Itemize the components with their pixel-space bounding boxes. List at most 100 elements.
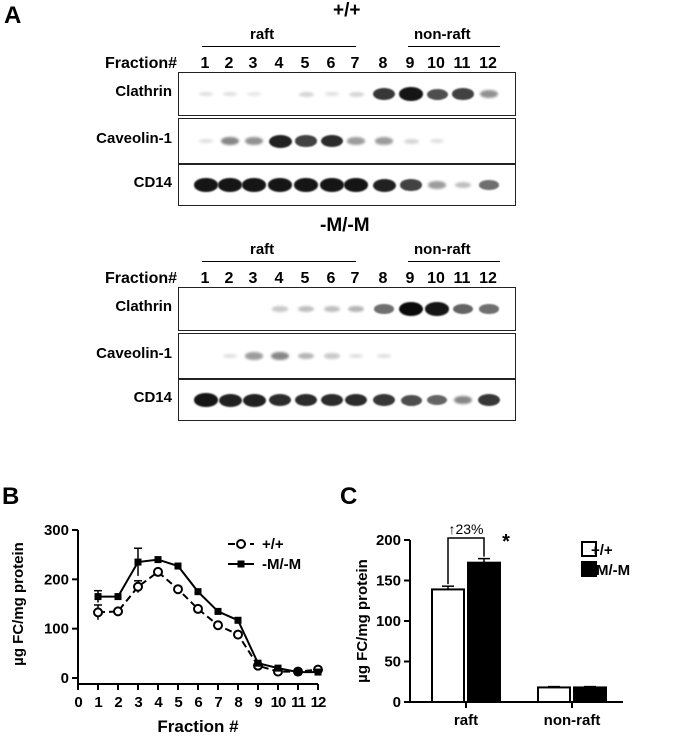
x-tick-label: 12: [311, 694, 326, 711]
data-point: [133, 581, 143, 592]
data-point: [213, 620, 223, 631]
blot-band: [324, 91, 340, 97]
y-tick-label: 200: [376, 532, 401, 549]
x-tick-label: 1: [94, 694, 102, 711]
x-tick-label: 8: [234, 694, 242, 711]
blot-band: [245, 137, 263, 145]
non-raft-bracket-line: [408, 46, 500, 47]
fraction-label: Fraction#: [105, 270, 178, 287]
blot-band: [268, 178, 292, 192]
y-tick-label: 100: [376, 613, 401, 630]
x-tick-label: non-raft: [544, 712, 601, 729]
blot-band: [194, 393, 218, 407]
legend-swatch: [581, 541, 597, 557]
blot-band: [270, 351, 290, 361]
blot-label-cd14: CD14: [133, 174, 172, 191]
blot-band: [374, 304, 394, 314]
blot-band: [344, 178, 368, 192]
legend-label: +/+: [591, 542, 613, 559]
fraction-number: 2: [224, 55, 234, 72]
fraction-number: 6: [326, 270, 336, 287]
data-point: [134, 558, 142, 566]
x-tick-label: 10: [271, 694, 286, 711]
x-tick-label: 6: [194, 694, 202, 711]
blot-band: [246, 91, 262, 97]
data-point: [274, 664, 282, 672]
legend-marker: [237, 560, 245, 568]
legend-swatch: [581, 561, 597, 577]
blot-band: [268, 393, 292, 407]
legend-marker: [236, 539, 246, 549]
x-tick-label: 4: [154, 694, 163, 711]
non-raft-label: non-raft: [414, 241, 471, 258]
blot-band: [453, 395, 473, 405]
blot-band: [429, 138, 445, 144]
bar: [467, 561, 501, 704]
blot-band: [452, 88, 474, 100]
fraction-number: 5: [300, 270, 310, 287]
blot-band: [479, 180, 499, 190]
x-tick-label: 9: [254, 694, 262, 711]
fraction-number: 1: [200, 55, 210, 72]
blot-label-cd14: CD14: [133, 389, 172, 406]
genotype-label: -M/-M: [320, 215, 370, 236]
fraction-number: 3: [248, 55, 258, 72]
fraction-number: 9: [405, 55, 415, 72]
fraction-number: 6: [326, 55, 336, 72]
data-point: [314, 668, 322, 676]
panel-b-letter: B: [2, 483, 20, 510]
blot-band: [320, 134, 344, 148]
fraction-number: 7: [350, 55, 360, 72]
blot-image-caveolin-1: [178, 118, 516, 164]
blot-band: [403, 138, 419, 144]
blot-band: [294, 393, 318, 407]
x-tick-label: 11: [291, 694, 306, 711]
fraction-number: 9: [405, 270, 415, 287]
fraction-number: 8: [378, 270, 388, 287]
blot-band: [453, 304, 473, 314]
fraction-number: 11: [453, 270, 471, 287]
panel-a-letter: A: [4, 2, 22, 29]
fraction-number: 10: [427, 55, 445, 72]
data-point: [254, 659, 262, 667]
blot-band: [268, 134, 292, 148]
blot-label-clathrin: Clathrin: [115, 298, 172, 315]
blot-band: [399, 302, 423, 316]
blot-image-clathrin: [178, 287, 516, 331]
blot-band: [222, 91, 238, 97]
legend-label: -M/-M: [591, 562, 630, 579]
data-point: [174, 562, 182, 570]
data-point: [153, 566, 163, 577]
blot-band: [297, 352, 315, 360]
blot-band: [198, 91, 214, 97]
y-tick-label: 300: [44, 522, 69, 539]
blot-band: [455, 182, 471, 188]
legend-label: -M/-M: [262, 556, 301, 573]
data-point: [114, 593, 122, 601]
blot-band: [347, 137, 365, 145]
blot-image-caveolin-1: [178, 333, 516, 379]
blot-image-clathrin: [178, 72, 516, 116]
fraction-label: Fraction#: [105, 55, 178, 72]
blot-band: [428, 181, 446, 189]
blot-band: [295, 135, 317, 147]
panel-c-letter: C: [340, 483, 358, 510]
blot-label-caveolin-1: Caveolin-1: [96, 345, 172, 362]
blot-band: [324, 306, 340, 312]
blot-band: [348, 353, 364, 359]
fraction-number: 4: [274, 270, 284, 287]
blot-band: [194, 178, 218, 192]
fraction-number: 1: [200, 270, 210, 287]
blot-band: [376, 353, 392, 359]
non-raft-label: non-raft: [414, 26, 471, 43]
blot-band: [298, 306, 314, 312]
y-axis-label: µg FC/mg protein: [354, 559, 371, 683]
x-tick-label: raft: [454, 712, 478, 729]
blot-band: [218, 178, 242, 192]
blot-band: [218, 393, 242, 407]
legend-label: +/+: [262, 536, 284, 553]
blot-label-clathrin: Clathrin: [115, 83, 172, 100]
genotype-label: +/+: [333, 0, 361, 21]
blot-band: [400, 179, 422, 191]
